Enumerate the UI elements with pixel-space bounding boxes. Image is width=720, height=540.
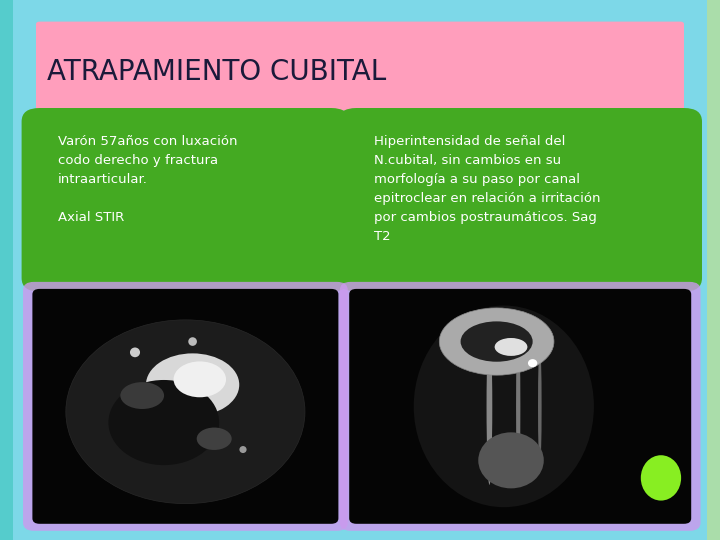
Ellipse shape [516,334,521,479]
FancyBboxPatch shape [22,108,349,292]
Ellipse shape [478,433,544,488]
Ellipse shape [439,308,554,375]
Ellipse shape [240,446,246,453]
Ellipse shape [528,359,537,367]
Ellipse shape [130,348,140,357]
Text: ATRAPAMIENTO CUBITAL: ATRAPAMIENTO CUBITAL [47,58,386,86]
FancyBboxPatch shape [338,108,702,292]
Bar [0,0,13,540]
Ellipse shape [146,353,239,416]
Ellipse shape [120,382,164,409]
Ellipse shape [197,428,232,450]
FancyBboxPatch shape [32,289,338,524]
Ellipse shape [189,337,197,346]
Ellipse shape [174,361,226,397]
Text: Hiperintensidad de señal del
N.cubital, sin cambios en su
morfología a su paso p: Hiperintensidad de señal del N.cubital, … [374,135,601,243]
Ellipse shape [487,328,492,485]
Ellipse shape [538,345,541,468]
Ellipse shape [414,306,594,507]
Ellipse shape [641,455,681,501]
Ellipse shape [461,321,533,362]
Ellipse shape [109,380,219,465]
Text: Varón 57años con luxación
codo derecho y fractura
intraarticular.

Axial STIR: Varón 57años con luxación codo derecho y… [58,135,237,224]
FancyBboxPatch shape [340,282,701,531]
Bar [707,0,720,540]
Ellipse shape [495,338,527,356]
FancyBboxPatch shape [36,22,684,111]
Ellipse shape [66,320,305,504]
FancyBboxPatch shape [23,282,348,531]
FancyBboxPatch shape [349,289,691,524]
